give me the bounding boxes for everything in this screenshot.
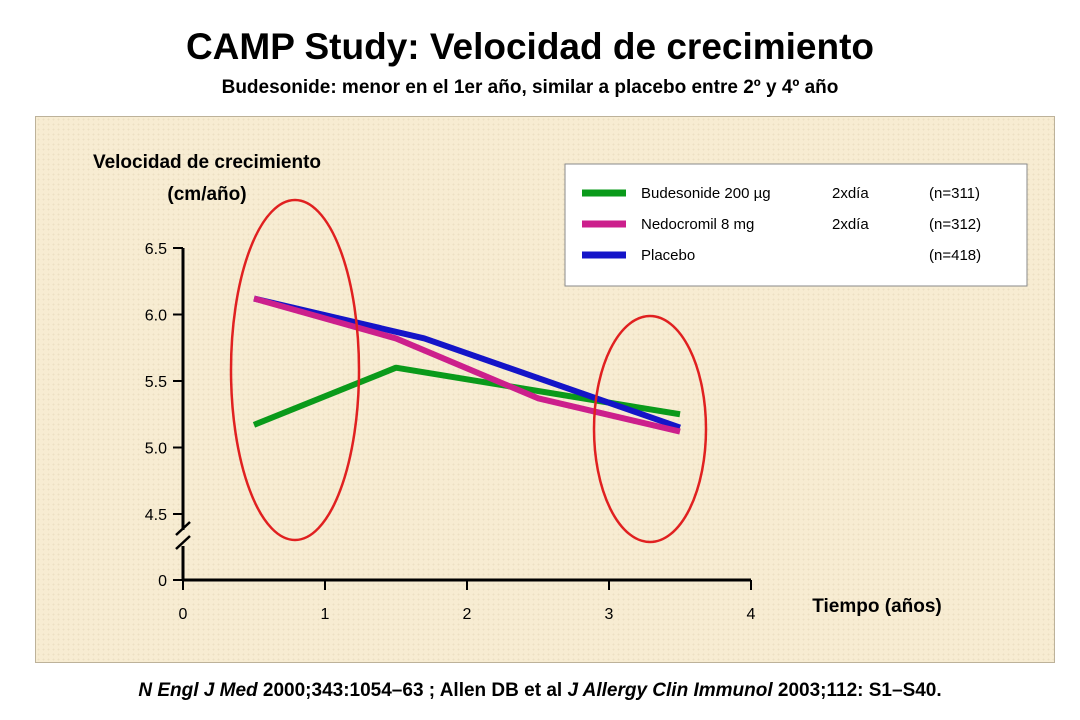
legend-n: (n=418) xyxy=(929,247,981,264)
y-tick-label: 5.0 xyxy=(145,441,167,458)
legend-n: (n=312) xyxy=(929,216,981,233)
highlight-ellipses xyxy=(229,198,708,544)
y-axis-title: Velocidad de crecimiento xyxy=(93,152,321,173)
legend-label: Placebo xyxy=(641,247,695,264)
legend-dose: 2xdía xyxy=(832,216,869,233)
series-line-budesonide-200-g xyxy=(252,364,681,428)
legend-box xyxy=(564,163,1028,287)
y-tick-label: 6.5 xyxy=(145,241,167,258)
legend-label: Nedocromil 8 mg xyxy=(641,216,754,233)
series-line-nedocromil-8-mg xyxy=(253,295,681,435)
x-tick-label: 4 xyxy=(747,606,756,623)
highlight-ellipse-year-4 xyxy=(592,314,708,544)
x-tick-label: 2 xyxy=(463,606,472,623)
y-axis-unit: (cm/año) xyxy=(167,184,246,205)
y-tick-label: 5.5 xyxy=(145,374,167,391)
page-title: CAMP Study: Velocidad de crecimiento xyxy=(185,26,875,67)
legend-dose: 2xdía xyxy=(832,185,869,202)
legend-n: (n=311) xyxy=(929,185,980,202)
y-tick-label-zero: 0 xyxy=(158,573,167,590)
citation-journal-1: N Engl J Med xyxy=(138,680,258,701)
y-axis-break-mark xyxy=(175,521,191,536)
citation-ref-2: 2003;112: S1–S40. xyxy=(772,680,942,701)
axes: 6.5 6.0 5.5 5.0 4.5 00 1 2 3 4 xyxy=(145,241,756,623)
citation-ref-1: 2000;343:1054–63 ; Allen DB et al xyxy=(257,680,568,701)
highlight-ellipse-year-1 xyxy=(229,198,361,542)
x-tick-label: 3 xyxy=(605,606,614,623)
y-axis-break-mark xyxy=(175,535,191,550)
x-tick-label: 1 xyxy=(321,606,330,623)
page-subtitle: Budesonide: menor en el 1er año, similar… xyxy=(221,77,839,98)
x-axis-title: Tiempo (años) xyxy=(812,596,942,617)
x-tick-label: 0 xyxy=(179,606,188,623)
citation-journal-2: J Allergy Clin Immunol xyxy=(567,680,773,701)
y-tick-label: 6.0 xyxy=(145,308,167,325)
legend-label: Budesonide 200 µg xyxy=(641,185,771,202)
y-tick-label: 4.5 xyxy=(145,507,167,524)
series-lines xyxy=(252,295,681,435)
legend: Budesonide 200 µg 2xdía (n=311) Nedocromil … xyxy=(564,163,1028,287)
citation: N Engl J Med 2000;343:1054–63 ; Allen DB… xyxy=(0,680,1080,702)
